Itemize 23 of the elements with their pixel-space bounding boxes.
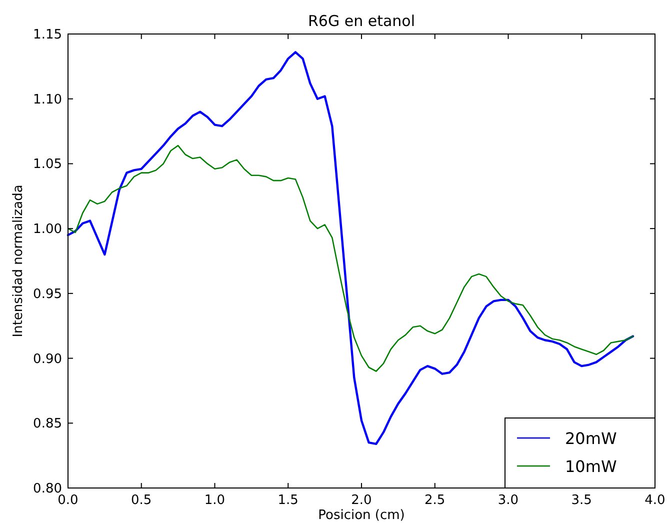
y-tick-label: 0.95	[33, 286, 62, 302]
legend-label: 20mW	[565, 429, 617, 448]
x-tick-label: 1.5	[278, 493, 298, 508]
y-axis-title: Intensidad normalizada	[11, 184, 26, 338]
y-tick-label: 0.90	[33, 352, 62, 367]
x-tick-label: 0.5	[131, 493, 152, 508]
x-tick-label: 2.0	[351, 493, 372, 508]
x-axis-title: Posicion (cm)	[318, 508, 405, 523]
x-tick-label: 2.5	[424, 493, 446, 508]
x-tick-label: 0.0	[58, 493, 78, 508]
line-series	[66, 51, 634, 445]
chart-title: R6G en etanol	[308, 12, 416, 30]
y-tick-label: 1.15	[33, 28, 62, 42]
line-series	[67, 144, 634, 372]
x-tick-label: 3.0	[498, 493, 519, 508]
x-tick-label: 4.0	[644, 493, 666, 508]
legend-label: 10mW	[565, 457, 617, 476]
y-tick-label: 1.10	[33, 92, 62, 108]
y-tick-label: 0.85	[33, 416, 62, 432]
y-tick-label: 1.00	[33, 222, 62, 238]
x-tick-label: 1.0	[204, 493, 226, 508]
x-tick-label: 3.5	[571, 493, 592, 508]
y-tick-label: 1.05	[33, 157, 62, 172]
